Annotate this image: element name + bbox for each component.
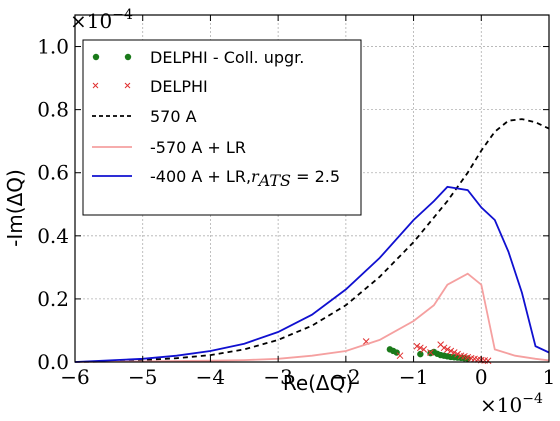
y-tick-label: 0.2 [37, 287, 69, 311]
legend-label: DELPHI [150, 77, 208, 96]
legend-marker-dot [124, 53, 132, 61]
y-axis-exponent: ×10−4 [70, 7, 133, 33]
series-3 [74, 272, 550, 363]
x-axis-exponent: ×10−4 [480, 391, 543, 417]
data-point [464, 355, 471, 362]
legend: DELPHI - Coll. upgr. DELPHI 570 A -570 A… [82, 39, 362, 216]
series-4 [74, 185, 550, 363]
plot-frame [74, 14, 550, 363]
legend-label: 570 A [150, 107, 197, 126]
x-tick-label: −1 [399, 365, 428, 389]
legend-label: -400 A + LR,rATS = 2.5 [150, 167, 340, 190]
x-tick-label: 0 [475, 365, 488, 389]
legend-item-delphi: DELPHI [92, 77, 208, 96]
data-point [417, 350, 424, 358]
data-point [416, 344, 424, 352]
legend-marker-cross [92, 82, 131, 89]
data-point [447, 347, 455, 355]
y-tick-label: 0.6 [37, 161, 69, 185]
data-point [413, 342, 421, 350]
data-point [427, 349, 434, 356]
legend-item-minus-400a-lr: -400 A + LR,rATS = 2.5 [92, 167, 340, 190]
series-layer [74, 118, 550, 365]
legend-item-delphi-coll-upgr: DELPHI - Coll. upgr. [92, 48, 304, 67]
x-tick-label: −5 [128, 365, 157, 389]
data-point [396, 352, 404, 360]
data-point [444, 346, 451, 353]
legend-box [82, 39, 362, 216]
legend-marker-dot [92, 53, 100, 61]
y-axis-label: -Im(ΔQ) [3, 169, 27, 247]
legend-item-minus-570a-lr: -570 A + LR [92, 138, 246, 157]
series-line [74, 185, 550, 363]
legend-label: -570 A + LR [150, 138, 246, 157]
y-tick-label: 1.0 [37, 35, 69, 59]
legend-label: DELPHI - Coll. upgr. [150, 48, 304, 67]
y-tick-label: 0.4 [37, 224, 69, 248]
x-tick-label: 1 [543, 365, 556, 389]
data-point [420, 346, 428, 353]
data-point [450, 349, 458, 356]
legend-item-570a: 570 A [92, 107, 197, 126]
data-point [440, 344, 448, 352]
x-tick-label: −2 [331, 365, 360, 389]
data-point [454, 350, 461, 358]
tick-layer: −6 −5 −4 −3 −2 −1 0 1 0.0 0.2 0.4 0.6 0.8 1.0 [37, 15, 555, 389]
x-axis-label: Re(ΔQ) [283, 371, 353, 395]
x-tick-label: −6 [60, 365, 89, 389]
y-tick-label: 0.8 [37, 98, 69, 122]
y-tick-label: 0.0 [37, 350, 69, 374]
data-point [484, 357, 492, 365]
series-1 [362, 338, 492, 365]
series-2 [74, 118, 550, 363]
x-tick-label: −3 [263, 365, 292, 389]
x-tick-label: −4 [196, 365, 225, 389]
series-line [74, 272, 550, 363]
series-line [74, 118, 550, 363]
